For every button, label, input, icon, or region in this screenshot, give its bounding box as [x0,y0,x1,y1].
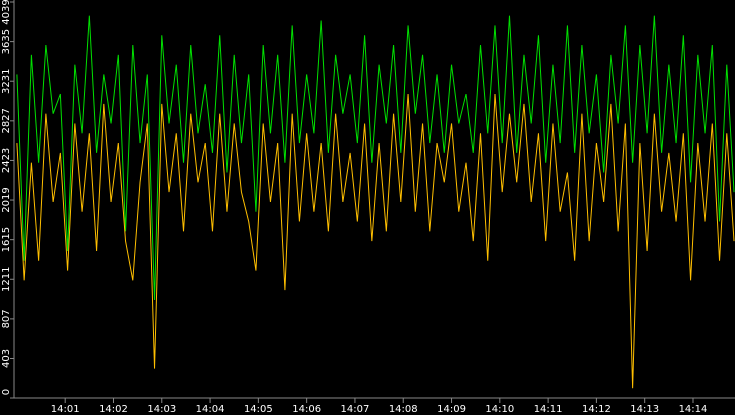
y-tick-label: 1211 [1,267,12,292]
x-tick-label: 14:10 [485,404,514,415]
y-tick-label: 3635 [1,29,12,54]
x-tick-label: 14:04 [196,404,225,415]
y-tick-label: 4039 [1,0,12,25]
x-tick-label: 14:01 [51,404,80,415]
series-line [16,15,735,300]
x-tick-label: 14:14 [679,404,708,415]
y-tick-label: 2019 [1,187,12,212]
y-tick-label: 403 [1,349,12,368]
x-tick-label: 14:05 [244,404,273,415]
y-tick-label: 807 [1,309,12,328]
x-tick-label: 14:09 [437,404,466,415]
x-tick-label: 14:12 [582,404,611,415]
x-tick-label: 14:08 [389,404,418,415]
y-tick-label: 1615 [1,227,12,252]
y-tick-label: 2423 [1,148,12,173]
y-tick-label: 3231 [1,68,12,93]
x-tick-label: 14:02 [99,404,128,415]
x-tick-label: 14:07 [341,404,370,415]
x-tick-label: 14:06 [292,404,321,415]
x-tick-label: 14:03 [147,404,176,415]
y-tick-label: 0 [1,389,12,395]
series-line [16,94,735,389]
x-tick-label: 14:11 [534,404,563,415]
x-tick-label: 14:13 [630,404,659,415]
y-tick-label: 2827 [1,108,12,133]
